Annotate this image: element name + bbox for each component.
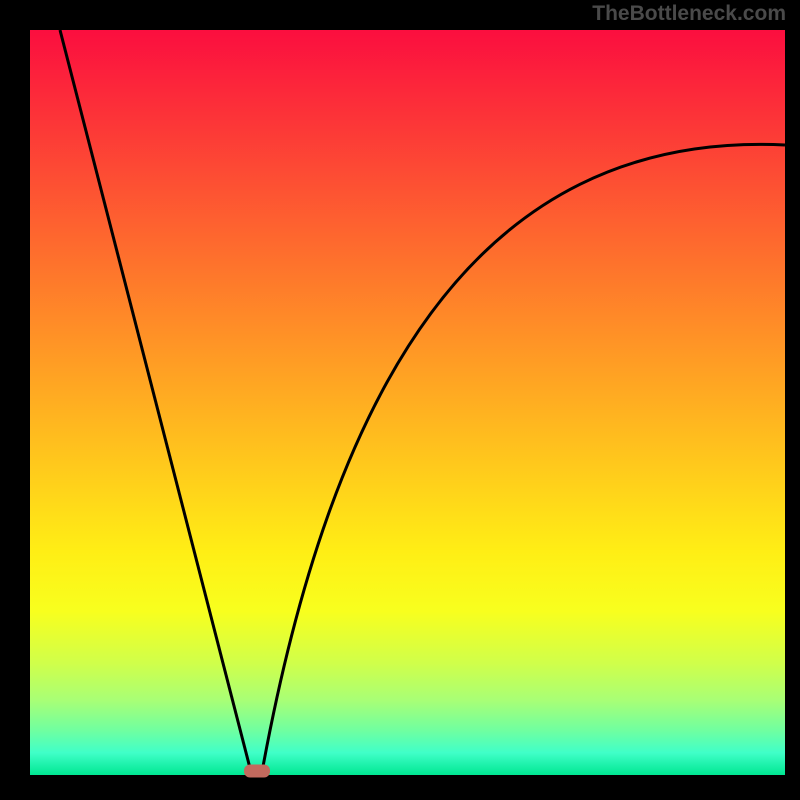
watermark-text: TheBottleneck.com (592, 2, 786, 26)
left-branch-line (60, 30, 251, 772)
curve-layer (0, 0, 800, 800)
chart-container: TheBottleneck.com (0, 0, 800, 800)
bottleneck-marker (244, 765, 270, 778)
right-branch-curve (262, 144, 785, 772)
